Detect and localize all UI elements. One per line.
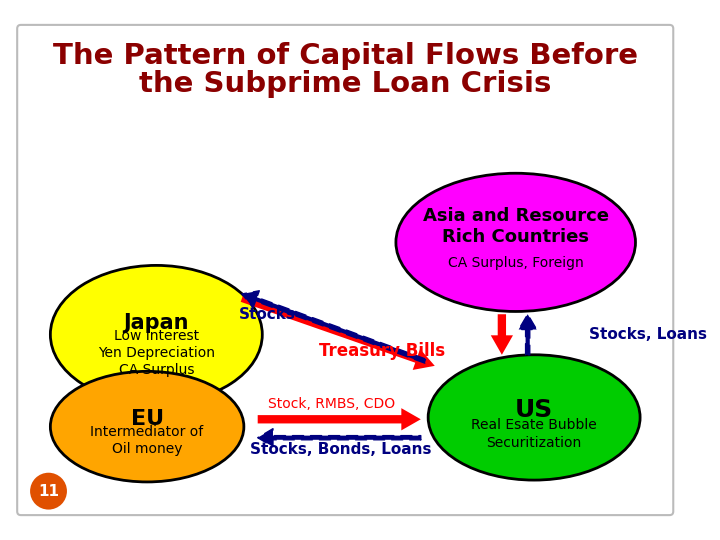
FancyArrowPatch shape xyxy=(242,291,426,363)
Circle shape xyxy=(30,472,67,510)
Text: Low Interest
Yen Depreciation
CA Surplus: Low Interest Yen Depreciation CA Surplus xyxy=(98,329,215,377)
Ellipse shape xyxy=(396,173,636,312)
Text: Real Esate Bubble
Securitization: Real Esate Bubble Securitization xyxy=(472,418,597,450)
FancyArrowPatch shape xyxy=(518,314,536,355)
Text: Asia and Resource
Rich Countries: Asia and Resource Rich Countries xyxy=(423,207,608,246)
Ellipse shape xyxy=(50,265,262,403)
Text: CA Surplus, Foreign: CA Surplus, Foreign xyxy=(448,255,584,269)
FancyArrowPatch shape xyxy=(258,429,420,447)
Text: The Pattern of Capital Flows Before: The Pattern of Capital Flows Before xyxy=(53,42,638,70)
Text: 11: 11 xyxy=(38,484,59,498)
Text: Stocks: Stocks xyxy=(238,307,295,322)
Text: Japan: Japan xyxy=(124,313,189,333)
FancyArrowPatch shape xyxy=(258,408,420,430)
Text: EU: EU xyxy=(130,409,163,429)
FancyArrowPatch shape xyxy=(240,295,435,370)
Text: Intermediator of
Oil money: Intermediator of Oil money xyxy=(91,425,204,456)
Text: US: US xyxy=(515,398,553,422)
FancyArrowPatch shape xyxy=(491,314,513,355)
Text: Stock, RMBS, CDO: Stock, RMBS, CDO xyxy=(268,396,395,410)
Text: Stocks, Bonds, Loans: Stocks, Bonds, Loans xyxy=(250,442,431,457)
Text: Stocks, Loans: Stocks, Loans xyxy=(590,327,708,342)
Ellipse shape xyxy=(50,372,244,482)
Ellipse shape xyxy=(428,355,640,480)
Text: Treasury Bills: Treasury Bills xyxy=(319,342,445,360)
Text: the Subprime Loan Crisis: the Subprime Loan Crisis xyxy=(139,70,552,98)
